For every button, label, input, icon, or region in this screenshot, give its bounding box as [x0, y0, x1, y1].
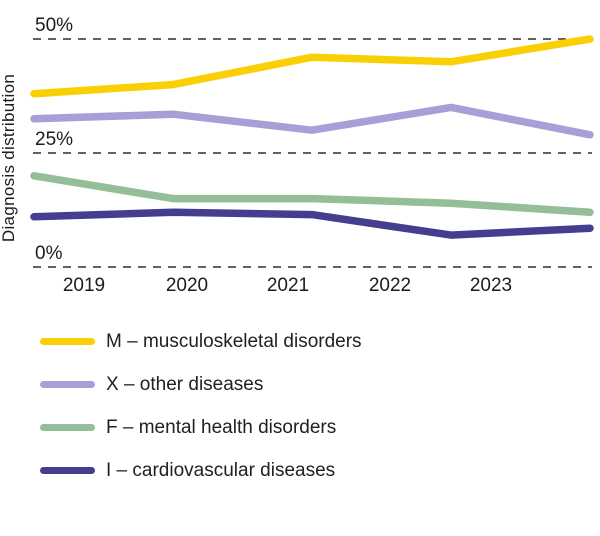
y-tick-label: 50%: [35, 15, 73, 36]
legend-item-other-diseases: X – other diseases: [40, 372, 362, 397]
legend-item-musculoskeletal: M – musculoskeletal disorders: [40, 329, 362, 354]
legend-swatch-f-icon: [40, 424, 95, 431]
legend-label-cardiovascular: I – cardiovascular diseases: [106, 459, 336, 481]
x-tick-label: 2023: [470, 275, 512, 296]
legend-item-mental-health: F – mental health disorders: [40, 415, 362, 440]
x-tick-label: 2019: [63, 275, 105, 296]
y-tick-labels-group: 50% 25% 0%: [35, 15, 73, 264]
x-tick-label: 2022: [369, 275, 411, 296]
series-lines-group: [30, 35, 594, 239]
series-line-X: [30, 103, 594, 139]
y-gridlines-group: [33, 38, 592, 268]
legend-label-other-diseases: X – other diseases: [106, 373, 264, 395]
diagnosis-chart-svg: Diagnosis distribution 50% 25% 0% 2019 2020…: [0, 15, 594, 296]
x-tick-label: 2021: [267, 275, 309, 296]
legend-label-musculoskeletal: M – musculoskeletal disorders: [106, 330, 362, 352]
legend-swatch-i-icon: [40, 467, 95, 474]
y-tick-label: 25%: [35, 129, 73, 150]
series-line-M: [30, 35, 594, 98]
series-line-F: [30, 172, 594, 217]
x-tick-labels-group: 2019 2020 2021 2022 2023: [63, 275, 512, 296]
y-axis-label: Diagnosis distribution: [0, 74, 18, 242]
legend-swatch-x-icon: [40, 381, 95, 388]
legend-swatch-m-icon: [40, 338, 95, 345]
x-tick-label: 2020: [166, 275, 208, 296]
legend-item-cardiovascular: I – cardiovascular diseases: [40, 458, 362, 483]
y-tick-label: 0%: [35, 243, 63, 264]
series-line-I: [30, 208, 594, 239]
legend: M – musculoskeletal disorders X – other …: [40, 329, 362, 501]
legend-label-mental-health: F – mental health disorders: [106, 416, 337, 438]
